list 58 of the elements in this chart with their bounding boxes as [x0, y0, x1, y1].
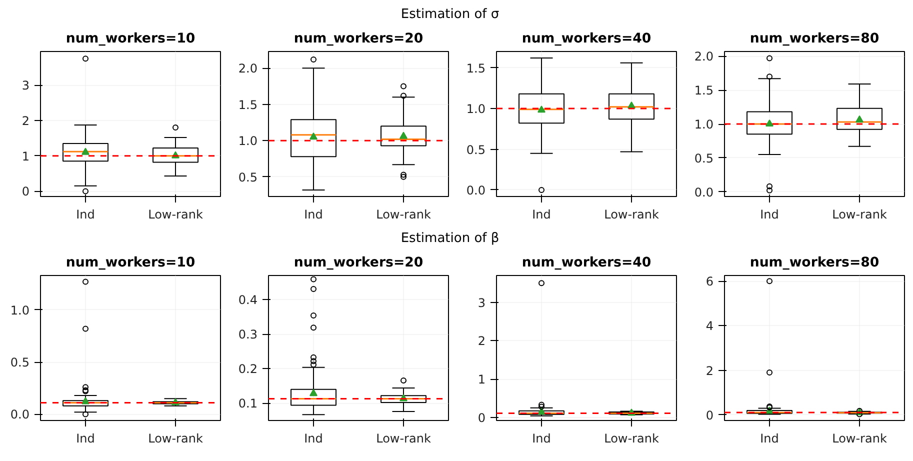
- y-tick-label: 6: [706, 274, 714, 289]
- x-tick-label: Ind: [304, 432, 323, 446]
- y-tick-label: 0.2: [238, 362, 258, 376]
- x-tick-label: Ind: [304, 208, 323, 222]
- x-tick-label: Low-rank: [832, 432, 887, 446]
- y-tick-label: 1.5: [238, 98, 258, 112]
- y-tick-label: 0: [478, 410, 486, 425]
- y-tick-label: 0.3: [238, 328, 258, 342]
- x-tick-label: Low-rank: [148, 432, 203, 446]
- x-tick-label: Low-rank: [376, 208, 431, 222]
- chart-title: num_workers=40: [522, 32, 652, 46]
- chart-title: num_workers=20: [294, 32, 424, 46]
- x-tick-label: Low-rank: [376, 432, 431, 446]
- y-tick-label: 2: [478, 334, 486, 348]
- x-tick-label: Ind: [76, 432, 95, 446]
- x-tick-label: Low-rank: [604, 208, 659, 222]
- chart-title: num_workers=10: [66, 256, 196, 270]
- y-tick-label: 0.0: [10, 408, 30, 422]
- chart-title: num_workers=80: [750, 256, 880, 270]
- text: Estimation of σ: [400, 6, 500, 24]
- x-tick-label: Ind: [76, 208, 95, 222]
- y-tick-label: 0.5: [694, 151, 714, 166]
- y-tick-label: 0.1: [238, 396, 258, 411]
- x-tick-label: Low-rank: [604, 432, 659, 446]
- y-tick-label: 0.5: [10, 356, 30, 370]
- y-tick-label: 0.5: [466, 142, 486, 157]
- y-tick-label: 2.0: [238, 62, 258, 76]
- x-tick-label: Low-rank: [148, 208, 203, 222]
- y-tick-label: 0.4: [238, 293, 258, 308]
- y-tick-label: 1.0: [694, 118, 714, 132]
- y-tick-label: 1.0: [466, 102, 486, 116]
- y-tick-label: 1.0: [10, 303, 30, 318]
- y-tick-label: 3: [22, 78, 30, 93]
- chart-title: num_workers=20: [294, 256, 424, 270]
- y-tick-label: 1.5: [694, 84, 714, 98]
- y-tick-label: 0: [706, 408, 714, 422]
- y-tick-label: 0.0: [694, 185, 714, 200]
- y-tick-label: 1.5: [466, 61, 486, 76]
- x-tick-label: Ind: [532, 432, 551, 446]
- chart-title: num_workers=10: [66, 32, 196, 46]
- chart-title: num_workers=40: [522, 256, 652, 270]
- x-tick-label: Low-rank: [832, 208, 887, 222]
- chart-title: num_workers=80: [750, 32, 880, 46]
- text: Estimation of β: [400, 230, 500, 248]
- y-tick-label: 1: [22, 149, 30, 164]
- x-tick-label: Ind: [532, 208, 551, 222]
- y-tick-label: 1.0: [238, 134, 258, 148]
- y-tick-label: 0.5: [238, 170, 258, 184]
- y-tick-label: 3: [478, 296, 486, 310]
- y-tick-label: 0: [22, 184, 30, 199]
- y-tick-label: 4: [706, 319, 714, 334]
- x-tick-label: Ind: [760, 432, 779, 446]
- y-tick-label: 0.0: [466, 183, 486, 198]
- y-tick-label: 2: [706, 364, 714, 378]
- y-tick-label: 1: [478, 372, 486, 387]
- y-tick-label: 2: [22, 114, 30, 128]
- y-tick-label: 2.0: [694, 50, 714, 64]
- x-tick-label: Ind: [760, 208, 779, 222]
